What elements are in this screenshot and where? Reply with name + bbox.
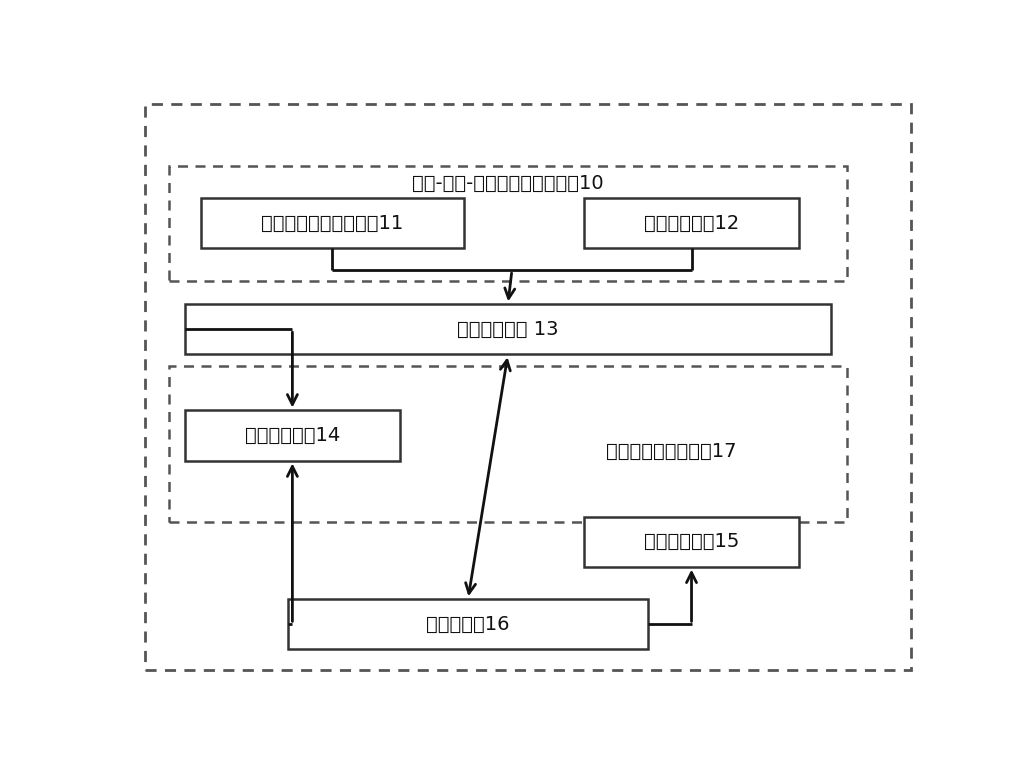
Bar xyxy=(184,304,831,355)
Bar xyxy=(201,198,465,248)
Bar xyxy=(288,599,648,650)
Bar xyxy=(184,411,400,460)
Bar xyxy=(584,198,799,248)
Text: 契伦科夫荧光探测装置11: 契伦科夫荧光探测装置11 xyxy=(262,214,404,233)
Text: 功能-分子-结构成像同轴探测器10: 功能-分子-结构成像同轴探测器10 xyxy=(412,174,604,193)
Text: 计算机设备16: 计算机设备16 xyxy=(426,615,510,633)
Bar xyxy=(169,165,847,280)
Text: 成像腔体装置14: 成像腔体装置14 xyxy=(245,426,340,445)
Bar xyxy=(584,516,799,567)
Text: 信号探测与管理装置17: 信号探测与管理装置17 xyxy=(607,442,736,461)
Text: 结构成像装置12: 结构成像装置12 xyxy=(644,214,740,233)
Bar xyxy=(169,366,847,522)
Text: 机动床体装置15: 机动床体装置15 xyxy=(644,532,740,552)
Text: 数据处理装置 13: 数据处理装置 13 xyxy=(457,320,558,339)
